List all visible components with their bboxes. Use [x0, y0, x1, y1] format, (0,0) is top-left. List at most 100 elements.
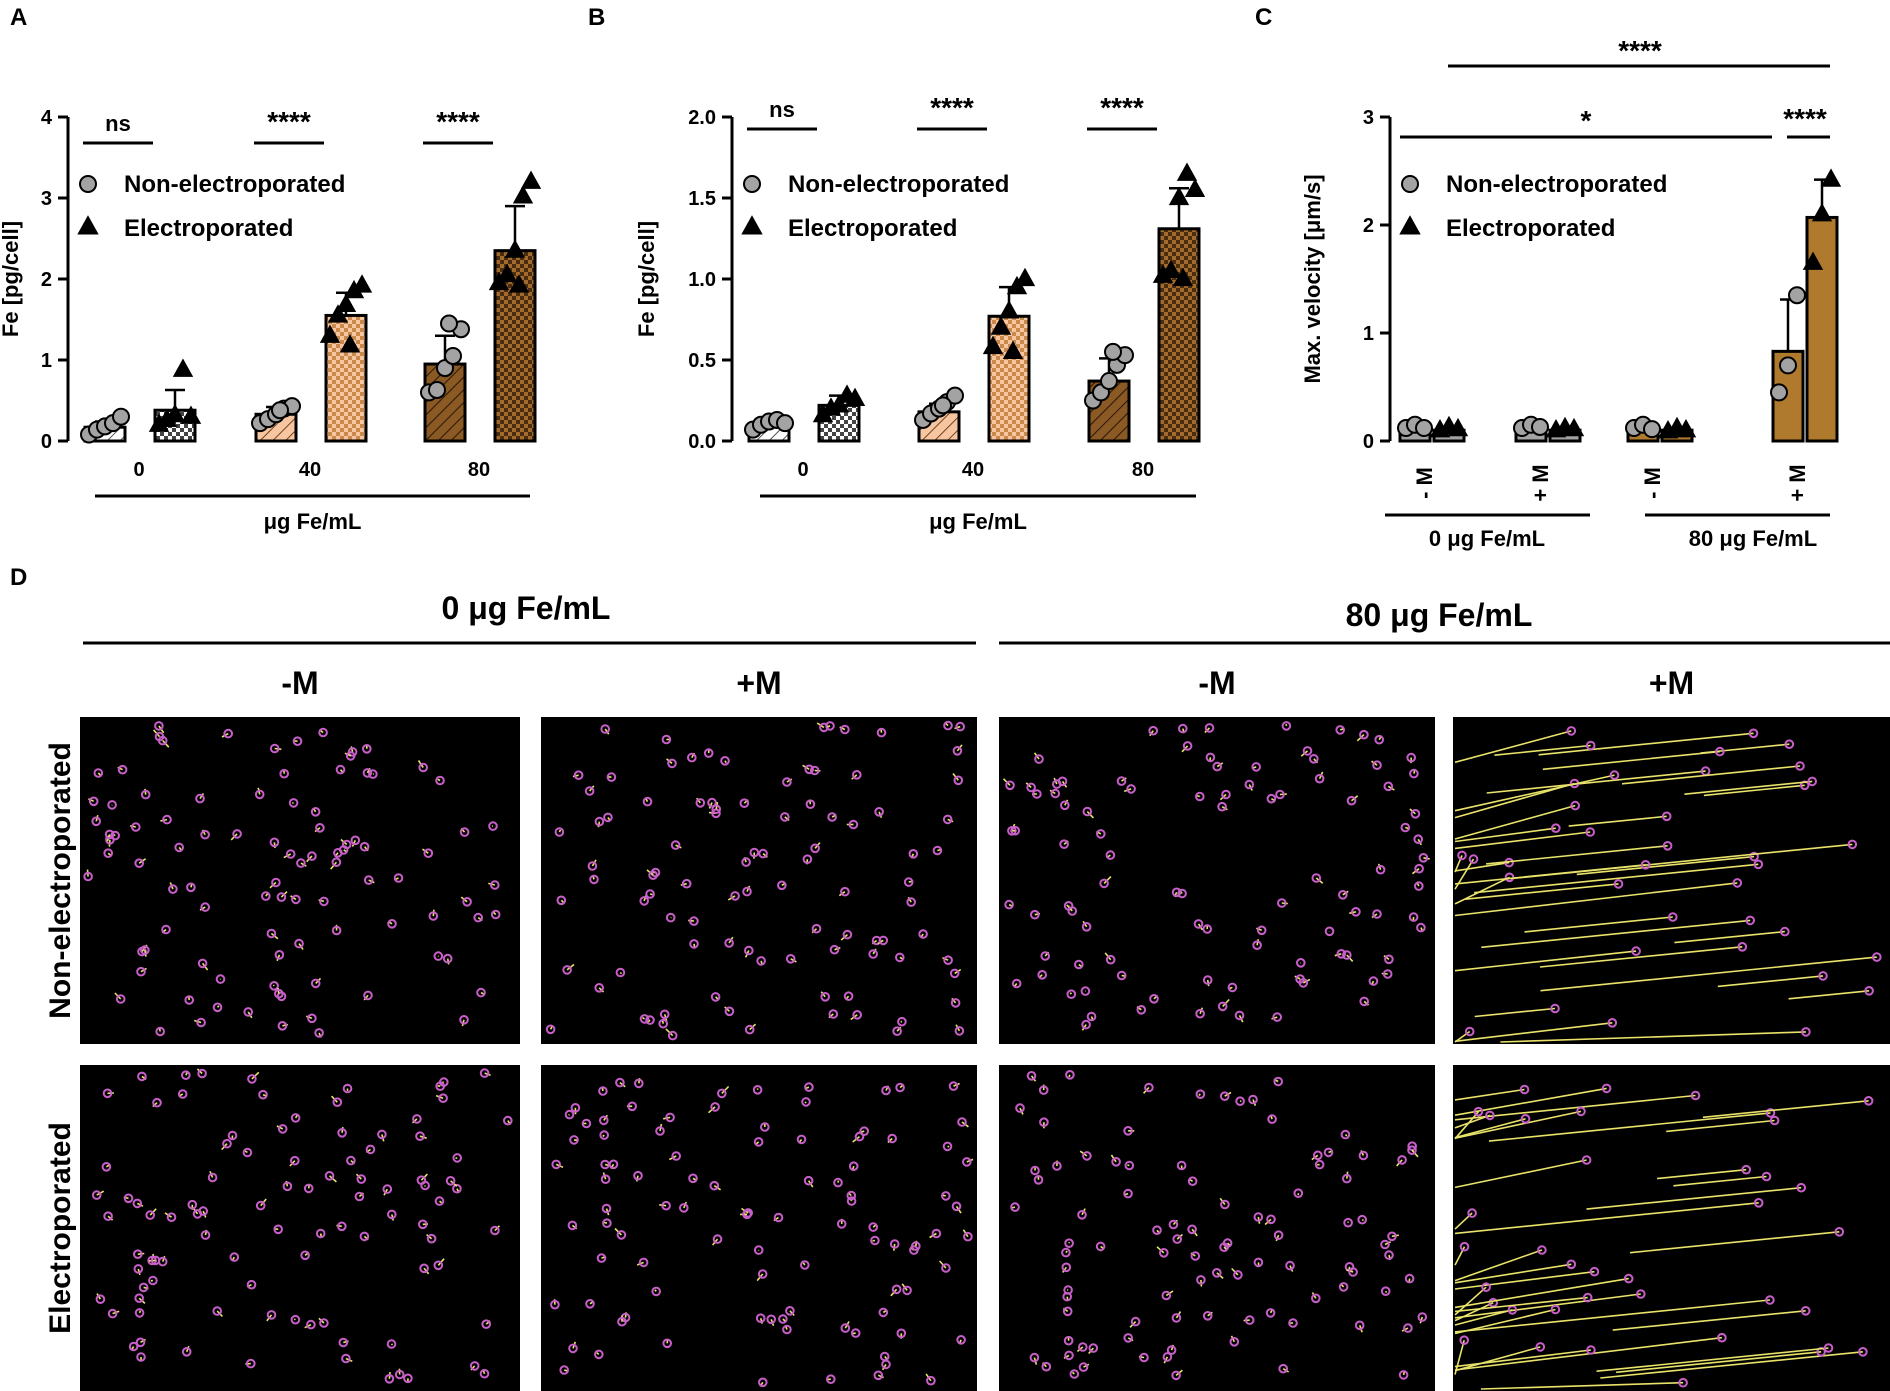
cell: [91, 1190, 102, 1200]
cell: [200, 829, 210, 840]
x-tick-label: 40: [962, 459, 984, 481]
cell: [1293, 1188, 1304, 1198]
cell: [215, 974, 226, 984]
cell: [1159, 1248, 1169, 1258]
cell: [423, 848, 434, 859]
cell: [387, 919, 397, 929]
cell-track: [1454, 1286, 1487, 1316]
data-point: [164, 403, 186, 423]
cell: [948, 1081, 959, 1091]
legend-label: Electroporated: [124, 215, 293, 242]
cell: [556, 895, 567, 906]
cell: [459, 827, 470, 837]
cell: [962, 1157, 972, 1167]
cell: [892, 1026, 902, 1036]
cell: [1847, 839, 1858, 850]
cell-track: [846, 995, 850, 999]
cell-track: [1127, 1164, 1130, 1167]
cell: [445, 1176, 456, 1186]
cell: [269, 981, 279, 991]
cell: [1195, 1008, 1205, 1019]
x-tick-label: 40: [299, 459, 321, 481]
cell: [842, 929, 853, 940]
cell: [918, 929, 928, 939]
cell: [908, 849, 919, 859]
cell: [1267, 1114, 1277, 1124]
data-point: [1184, 178, 1206, 198]
cell-track: [1454, 950, 1637, 972]
cell: [177, 1089, 188, 1099]
cell: [564, 1109, 575, 1120]
cell-track: [138, 1310, 142, 1314]
cell: [290, 1155, 300, 1166]
cell-track: [293, 1318, 296, 1321]
cell: [1566, 1259, 1577, 1270]
data-point: [1014, 267, 1036, 287]
cell: [1398, 1370, 1409, 1380]
cell: [93, 768, 104, 778]
cell: [689, 939, 699, 949]
y-tick-label: 0.0: [688, 431, 716, 453]
cell: [133, 1249, 143, 1259]
cell: [276, 892, 287, 902]
cell-track: [1674, 930, 1785, 944]
cell: [1586, 1345, 1596, 1355]
cell: [634, 1078, 644, 1089]
significance-label: ****: [930, 92, 974, 123]
cell: [952, 746, 963, 756]
cell-track: [1480, 1381, 1684, 1390]
cell: [848, 1161, 859, 1171]
cell: [168, 884, 178, 894]
cell: [266, 928, 277, 939]
cell: [758, 1377, 768, 1388]
cell: [1235, 1096, 1245, 1106]
cell-track: [1666, 1119, 1775, 1133]
legend-label: Non-electroporated: [788, 171, 1009, 198]
data-point: [444, 346, 462, 365]
cell: [135, 1337, 146, 1348]
cell: [710, 992, 721, 1002]
cell-track: [1596, 1347, 1829, 1372]
cell: [859, 1126, 870, 1136]
data-point: [982, 335, 1004, 355]
cell: [1030, 909, 1040, 920]
cell-track: [558, 829, 562, 833]
cell: [665, 912, 676, 923]
cell: [1535, 1342, 1546, 1352]
cell: [285, 849, 296, 859]
cell: [681, 878, 692, 889]
y-tick-label: 1: [1363, 323, 1374, 345]
cell-track: [1069, 992, 1072, 995]
cell: [1161, 1290, 1172, 1301]
cell: [801, 1097, 811, 1107]
cell: [174, 842, 184, 853]
legend-marker-circle: [79, 175, 97, 193]
cell: [91, 816, 101, 827]
cell: [688, 1173, 698, 1184]
cell: [963, 1231, 973, 1242]
cell: [1273, 1230, 1284, 1240]
cell-track: [607, 816, 611, 821]
cell: [128, 1341, 139, 1352]
cell: [412, 1114, 422, 1124]
cell: [906, 897, 917, 907]
cell: [662, 1338, 673, 1349]
cell: [1800, 1306, 1811, 1316]
data-point: [1104, 342, 1122, 361]
cell: [1296, 958, 1306, 968]
cell: [306, 1319, 316, 1330]
cell: [1858, 1347, 1868, 1357]
cell: [1193, 919, 1204, 929]
cell: [337, 1128, 347, 1138]
cell: [755, 1313, 766, 1323]
cell: [136, 966, 146, 977]
cell: [1026, 782, 1036, 793]
cell: [1585, 740, 1596, 751]
cell-track: [1454, 1263, 1572, 1284]
cell: [1795, 761, 1805, 771]
cell-track: [1454, 804, 1576, 840]
cell: [1348, 1267, 1358, 1277]
y-tick-label: 2.0: [688, 107, 716, 129]
cell: [1066, 989, 1077, 1000]
cell: [1067, 906, 1078, 916]
